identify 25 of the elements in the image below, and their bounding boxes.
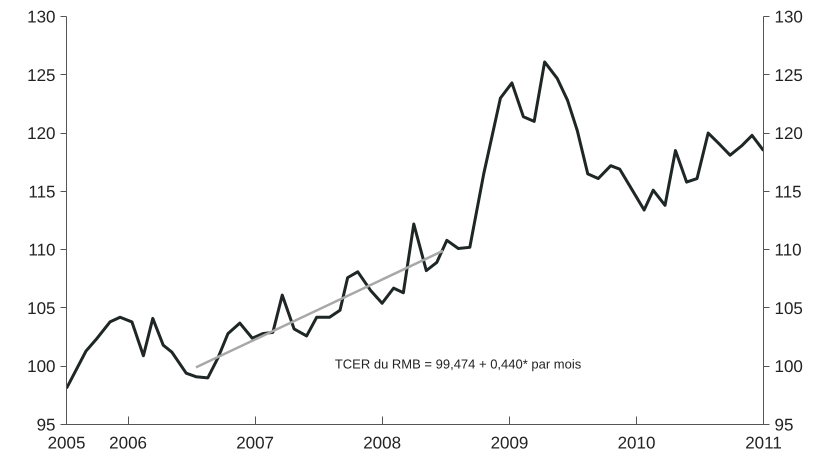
x-tick-label: 2011 <box>745 434 782 452</box>
y2-tick-label: 125 <box>774 66 803 85</box>
y-tick-label: 130 <box>27 8 56 26</box>
y-tick-label: 115 <box>28 182 56 202</box>
x-tick-label: 2005 <box>48 434 86 452</box>
y-tick-label: 105 <box>27 298 56 318</box>
y-tick-label: 125 <box>27 66 56 85</box>
y2-tick-label: 130 <box>774 8 803 26</box>
y2-tick-label: 110 <box>774 240 802 260</box>
annotation: TCER du RMB = 99,474 + 0,440* par mois <box>334 356 582 372</box>
y2-tick-label: 95 <box>774 416 794 434</box>
x-tick-label: 2007 <box>236 434 274 452</box>
y2-tick-label: 100 <box>774 357 803 376</box>
y2-tick-label: 115 <box>774 182 802 202</box>
y2-tick-label: 120 <box>774 124 803 144</box>
y-tick-label: 100 <box>27 357 56 376</box>
y-tick-label: 110 <box>28 240 56 260</box>
y-tick-label: 95 <box>36 416 56 434</box>
x-tick-label: 2008 <box>363 434 402 452</box>
x-tick-label: 2010 <box>618 434 656 452</box>
line-series <box>66 60 764 390</box>
x-tick-label: 2006 <box>109 434 148 452</box>
y2-tick-label: 105 <box>774 298 803 318</box>
x-tick-label: 2009 <box>490 434 528 452</box>
y-tick-label: 120 <box>27 124 56 144</box>
